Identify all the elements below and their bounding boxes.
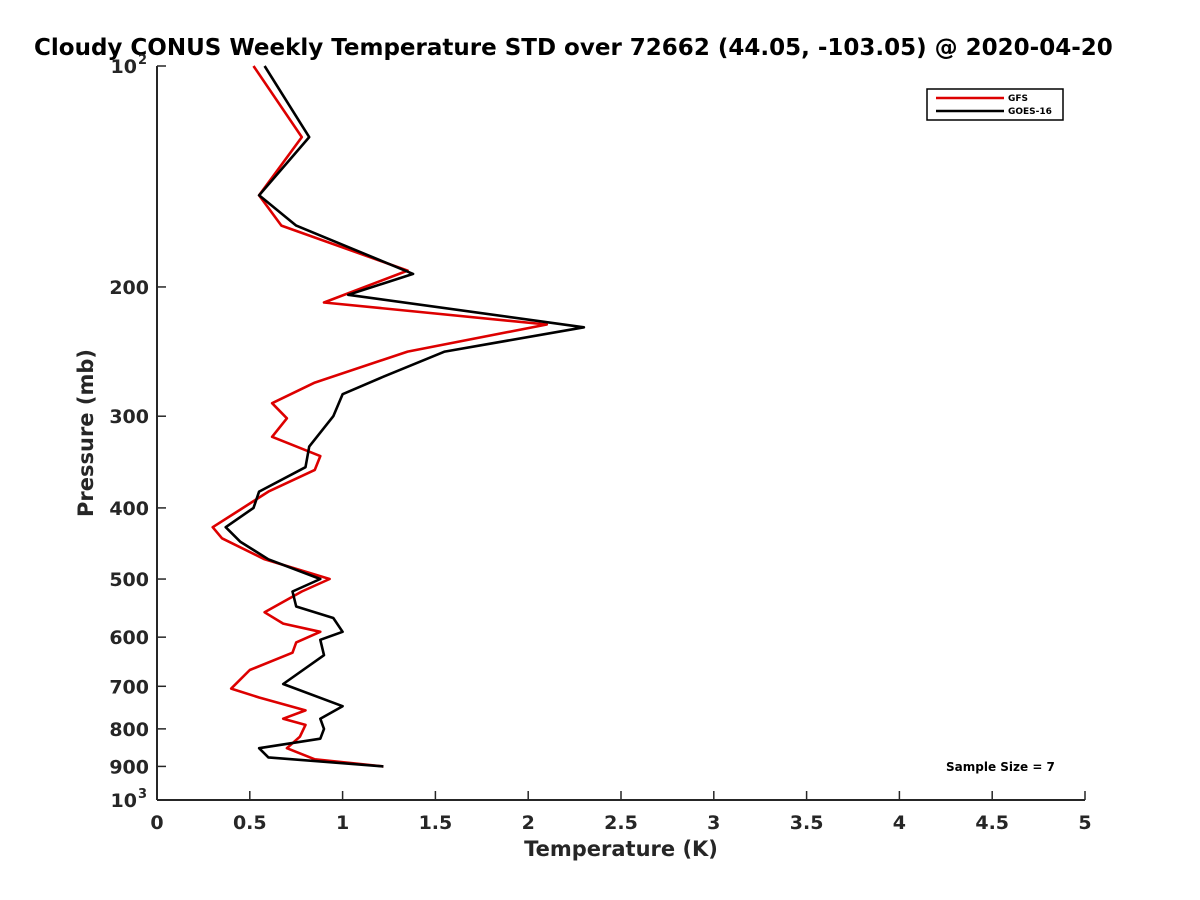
y-tick-label: 500 [109,569,149,591]
legend-label-goes16: GOES-16 [1008,107,1052,117]
x-tick-label: 2 [522,812,535,834]
x-tick-label: 0.5 [233,812,267,834]
legend: GFS GOES-16 [926,88,1064,121]
y-tick-label: 300 [109,406,149,428]
x-tick-label: 4.5 [975,812,1009,834]
x-tick-label: 1 [336,812,349,834]
sample-size-annotation: Sample Size = 7 [946,760,1055,774]
series-line-gfs [211,65,549,768]
x-axis-label: Temperature (K) [524,837,718,861]
x-axis-ticks: 0 0.5 1 1.5 2 2.5 3 3.5 4 4.5 5 [150,791,1092,834]
y-tick-label: 10 [111,790,137,812]
y-tick-exponent: 3 [138,787,147,802]
x-tick-label: 0 [150,812,163,834]
y-tick-label: 900 [109,756,149,778]
x-tick-label: 1.5 [419,812,453,834]
x-tick-label: 4 [893,812,906,834]
chart-title: Cloudy CONUS Weekly Temperature STD over… [34,35,1113,61]
x-tick-label: 2.5 [604,812,638,834]
y-tick-label: 800 [109,719,149,741]
legend-label-gfs: GFS [1008,94,1028,104]
x-tick-label: 5 [1078,812,1091,834]
x-tick-label: 3.5 [790,812,824,834]
x-tick-label: 3 [707,812,720,834]
y-tick-label: 400 [109,498,149,520]
y-axis-label: Pressure (mb) [74,349,98,517]
legend-box [926,88,1064,121]
y-tick-label: 700 [109,676,149,698]
series-line-goes16 [224,65,586,768]
y-tick-label: 600 [109,627,149,649]
plot-lines [211,65,586,768]
y-tick-label: 200 [109,277,149,299]
y-tick-exponent: 2 [138,53,147,68]
y-tick-label: 10 [111,56,137,78]
